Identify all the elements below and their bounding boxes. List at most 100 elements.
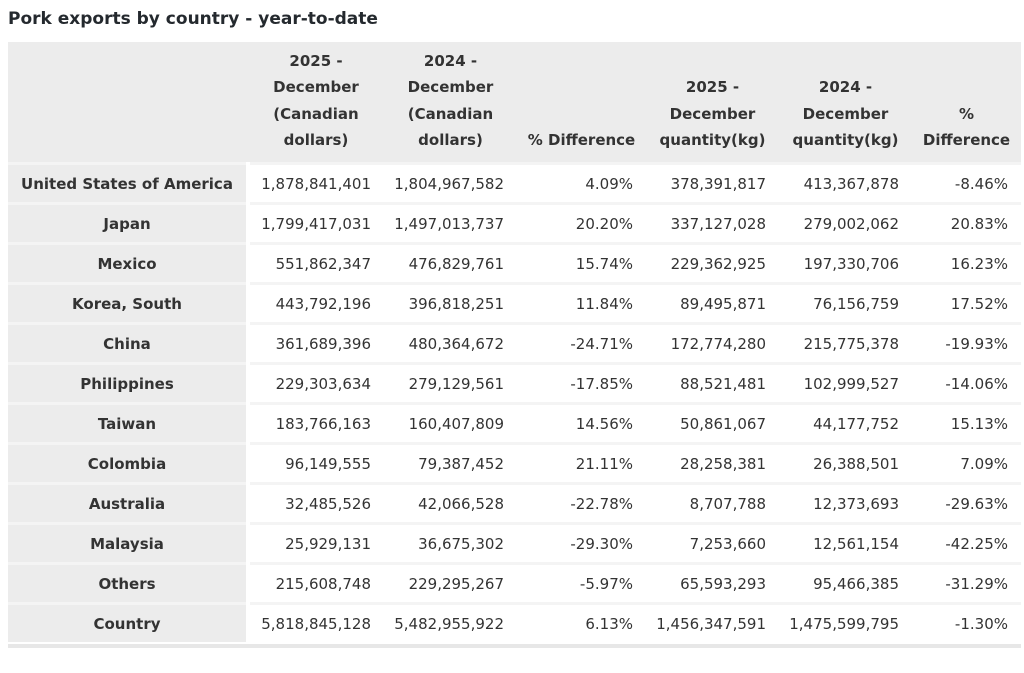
row-header-country: Colombia [8, 443, 250, 484]
row-header-country: United States of America [8, 163, 250, 204]
row-header-country: Japan [8, 203, 250, 244]
cell-value: 551,862,347 [248, 243, 384, 284]
row-header-country: Others [8, 563, 250, 604]
cell-value: 6.13% [517, 603, 646, 643]
row-header-country: Philippines [8, 363, 250, 404]
cell-value: 215,775,378 [779, 323, 912, 364]
row-header-country: Mexico [8, 243, 250, 284]
column-header-quantity-difference: % Difference [912, 42, 1021, 164]
cell-value: 102,999,527 [779, 363, 912, 404]
table-row: Korea, South 443,792,196 396,818,251 11.84%… [8, 283, 1021, 324]
cell-value: 197,330,706 [779, 243, 912, 284]
cell-value: 229,303,634 [248, 363, 384, 404]
table-row: Mexico 551,862,347 476,829,761 15.74% 229,36… [8, 243, 1021, 284]
cell-value: 16.23% [912, 243, 1021, 284]
cell-value: 279,129,561 [384, 363, 517, 404]
cell-value: 21.11% [517, 443, 646, 484]
cell-value: 96,149,555 [248, 443, 384, 484]
row-header-country: Country [8, 603, 250, 643]
cell-value: 7,253,660 [646, 523, 779, 564]
cell-value: 89,495,871 [646, 283, 779, 324]
cell-value: 32,485,526 [248, 483, 384, 524]
cell-value: 20.20% [517, 203, 646, 244]
table-row: Japan 1,799,417,031 1,497,013,737 20.20% 337… [8, 203, 1021, 244]
table-row: United States of America 1,878,841,401 1,8… [8, 163, 1021, 204]
cell-value: 14.56% [517, 403, 646, 444]
cell-value: 95,466,385 [779, 563, 912, 604]
cell-value: 5,818,845,128 [248, 603, 384, 643]
cell-value: 25,929,131 [248, 523, 384, 564]
table-body: United States of America 1,878,841,401 1,8… [8, 163, 1021, 643]
cell-value: 279,002,062 [779, 203, 912, 244]
cell-value: -8.46% [912, 163, 1021, 204]
table-row: Australia 32,485,526 42,066,528 -22.78% 8,70… [8, 483, 1021, 524]
row-header-country: Australia [8, 483, 250, 524]
cell-value: 4.09% [517, 163, 646, 204]
table-header-row: 2025 - December (Canadian dollars) 2024 … [8, 42, 1021, 164]
cell-value: -42.25% [912, 523, 1021, 564]
table-row: Malaysia 25,929,131 36,675,302 -29.30% 7,253… [8, 523, 1021, 564]
cell-value: 183,766,163 [248, 403, 384, 444]
column-header-2025-quantity: 2025 - December quantity(kg) [646, 42, 779, 164]
cell-value: 36,675,302 [384, 523, 517, 564]
cell-value: 12,561,154 [779, 523, 912, 564]
column-header-2024-dollars: 2024 - December (Canadian dollars) [384, 42, 517, 164]
pork-exports-table: 2025 - December (Canadian dollars) 2024 … [8, 42, 1021, 643]
cell-value: 229,362,925 [646, 243, 779, 284]
cell-value: 17.52% [912, 283, 1021, 324]
cell-value: -24.71% [517, 323, 646, 364]
cell-value: -31.29% [912, 563, 1021, 604]
column-header-2024-quantity: 2024 - December quantity(kg) [779, 42, 912, 164]
cell-value: 1,878,841,401 [248, 163, 384, 204]
cell-value: -29.30% [517, 523, 646, 564]
cell-value: 20.83% [912, 203, 1021, 244]
cell-value: 5,482,955,922 [384, 603, 517, 643]
cell-value: 44,177,752 [779, 403, 912, 444]
row-header-country: China [8, 323, 250, 364]
cell-value: 172,774,280 [646, 323, 779, 364]
cell-value: 1,497,013,737 [384, 203, 517, 244]
cell-value: 1,475,599,795 [779, 603, 912, 643]
column-header-country [8, 42, 248, 164]
cell-value: -17.85% [517, 363, 646, 404]
cell-value: 476,829,761 [384, 243, 517, 284]
cell-value: 378,391,817 [646, 163, 779, 204]
cell-value: 50,861,067 [646, 403, 779, 444]
cell-value: 28,258,381 [646, 443, 779, 484]
cell-value: 15.74% [517, 243, 646, 284]
cell-value: 480,364,672 [384, 323, 517, 364]
cell-value: 443,792,196 [248, 283, 384, 324]
row-header-country: Korea, South [8, 283, 250, 324]
cell-value: 12,373,693 [779, 483, 912, 524]
cell-value: 215,608,748 [248, 563, 384, 604]
cell-value: 76,156,759 [779, 283, 912, 324]
table-row: Taiwan 183,766,163 160,407,809 14.56% 50,861… [8, 403, 1021, 444]
table-header: 2025 - December (Canadian dollars) 2024 … [8, 42, 1021, 164]
cell-value: -19.93% [912, 323, 1021, 364]
cell-value: -29.63% [912, 483, 1021, 524]
row-header-country: Malaysia [8, 523, 250, 564]
cell-value: 42,066,528 [384, 483, 517, 524]
table-row: Philippines 229,303,634 279,129,561 -17.85%… [8, 363, 1021, 404]
cell-value: 7.09% [912, 443, 1021, 484]
cell-value: 337,127,028 [646, 203, 779, 244]
cell-value: 79,387,452 [384, 443, 517, 484]
partial-next-row-divider [8, 644, 1021, 649]
table-row: Colombia 96,149,555 79,387,452 21.11% 28,258… [8, 443, 1021, 484]
cell-value: 1,804,967,582 [384, 163, 517, 204]
cell-value: 1,799,417,031 [248, 203, 384, 244]
table-row: Others 215,608,748 229,295,267 -5.97% 65,593… [8, 563, 1021, 604]
cell-value: 413,367,878 [779, 163, 912, 204]
table-row: China 361,689,396 480,364,672 -24.71% 172,77… [8, 323, 1021, 364]
cell-value: 396,818,251 [384, 283, 517, 324]
cell-value: -5.97% [517, 563, 646, 604]
column-header-dollars-difference: % Difference [517, 42, 646, 164]
cell-value: 160,407,809 [384, 403, 517, 444]
cell-value: 11.84% [517, 283, 646, 324]
page-title: Pork exports by country - year-to-date [8, 9, 378, 29]
row-header-country: Taiwan [8, 403, 250, 444]
cell-value: 15.13% [912, 403, 1021, 444]
cell-value: -1.30% [912, 603, 1021, 643]
cell-value: 229,295,267 [384, 563, 517, 604]
cell-value: 88,521,481 [646, 363, 779, 404]
